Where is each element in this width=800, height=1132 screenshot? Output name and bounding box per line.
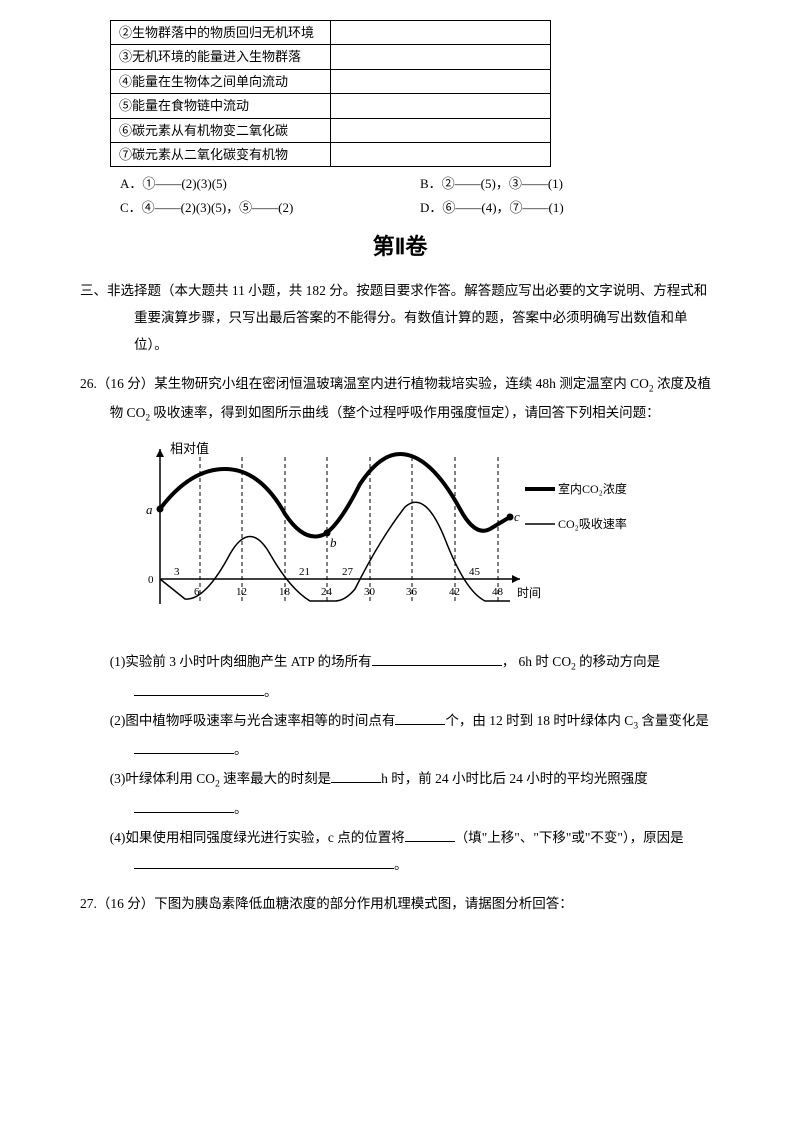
- q26-sub3: (3)叶绿体利用 CO2 速率最大的时刻是h 时，前 24 小时比后 24 小时…: [110, 765, 720, 822]
- option-c: C．④——(2)(3)(5)，⑤——(2): [120, 196, 420, 219]
- svg-text:21: 21: [299, 566, 310, 578]
- svg-text:CO₂吸收速率: CO₂吸收速率: [558, 516, 627, 531]
- section-instructions: 三、非选择题（本大题共 11 小题，共 182 分。按题目要求作答。解答题应写出…: [134, 277, 720, 358]
- svg-text:30: 30: [364, 586, 376, 598]
- co2-chart: 相对值36121821242730364245480时间abc室内CO₂浓度CO…: [130, 439, 720, 638]
- svg-text:36: 36: [406, 586, 418, 598]
- context-table: ②生物群落中的物质回归无机环境 ③无机环境的能量进入生物群落 ④能量在生物体之间…: [110, 20, 551, 167]
- svg-text:48: 48: [492, 586, 504, 598]
- svg-text:24: 24: [321, 586, 333, 598]
- question-26: 26.（16 分）某生物研究小组在密闭恒温玻璃温室内进行植物栽培实验，连续 48…: [80, 370, 720, 878]
- answer-options: A．①——(2)(3)(5) B．②——(5)，③——(1) C．④——(2)(…: [120, 172, 720, 219]
- svg-text:c: c: [514, 509, 520, 524]
- table-cell: ④能量在生物体之间单向流动: [111, 69, 331, 93]
- blank: [405, 828, 455, 842]
- svg-text:室内CO₂浓度: 室内CO₂浓度: [558, 481, 627, 496]
- svg-text:3: 3: [174, 566, 180, 578]
- blank: [134, 855, 394, 869]
- q26-header: 26.（16 分）某生物研究小组在密闭恒温玻璃温室内进行植物栽培实验，连续 48…: [110, 370, 720, 429]
- svg-text:b: b: [330, 535, 337, 550]
- blank: [134, 740, 234, 754]
- question-27: 27.（16 分）下图为胰岛素降低血糖浓度的部分作用机理模式图，请据图分析回答：: [80, 890, 720, 917]
- svg-text:27: 27: [342, 566, 354, 578]
- blank: [395, 711, 445, 725]
- table-cell: ⑤能量在食物链中流动: [111, 94, 331, 118]
- q26-sub1: (1)实验前 3 小时叶肉细胞产生 ATP 的场所有， 6h 时 CO2 的移动…: [110, 648, 720, 705]
- section-title: 第Ⅱ卷: [80, 227, 720, 267]
- blank: [372, 652, 502, 666]
- svg-text:a: a: [146, 502, 153, 517]
- table-cell: ⑦碳元素从二氧化碳变有机物: [111, 142, 331, 166]
- q26-sub2: (2)图中植物呼吸速率与光合速率相等的时间点有个，由 12 时到 18 时叶绿体…: [110, 707, 720, 764]
- svg-text:0: 0: [148, 574, 154, 586]
- svg-text:时间: 时间: [517, 586, 541, 600]
- blank: [134, 799, 234, 813]
- table-cell: ③无机环境的能量进入生物群落: [111, 45, 331, 69]
- option-d: D．⑥——(4)，⑦——(1): [420, 196, 720, 219]
- svg-text:18: 18: [279, 586, 291, 598]
- option-b: B．②——(5)，③——(1): [420, 172, 720, 195]
- svg-text:12: 12: [236, 586, 247, 598]
- svg-text:相对值: 相对值: [170, 441, 209, 456]
- q27-header: 27.（16 分）下图为胰岛素降低血糖浓度的部分作用机理模式图，请据图分析回答：: [110, 890, 720, 917]
- option-a: A．①——(2)(3)(5): [120, 172, 420, 195]
- blank: [134, 682, 264, 696]
- table-cell: ②生物群落中的物质回归无机环境: [111, 21, 331, 45]
- q26-sub4: (4)如果使用相同强度绿光进行实验，c 点的位置将（填"上移"、"下移"或"不变…: [110, 824, 720, 878]
- svg-text:45: 45: [469, 566, 481, 578]
- table-cell: ⑥碳元素从有机物变二氧化碳: [111, 118, 331, 142]
- blank: [331, 769, 381, 783]
- chart-svg: 相对值36121821242730364245480时间abc室内CO₂浓度CO…: [130, 439, 670, 629]
- svg-text:42: 42: [449, 586, 460, 598]
